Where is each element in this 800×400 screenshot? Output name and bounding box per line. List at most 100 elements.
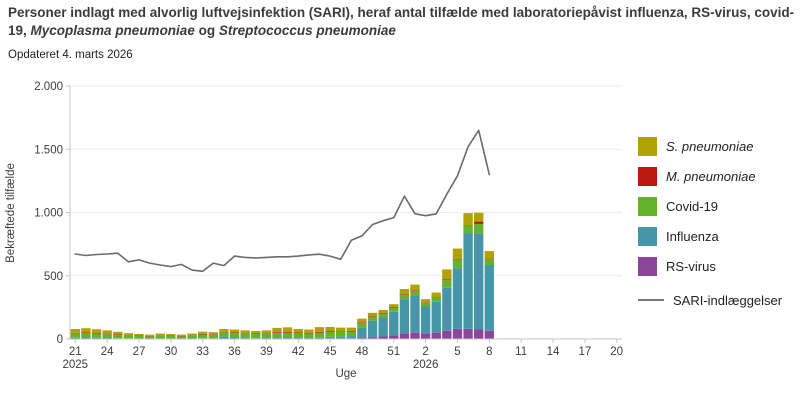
bar-segment	[399, 333, 410, 339]
y-tick-label: 2.000	[34, 81, 63, 93]
x-axis-title: Uge	[335, 368, 356, 380]
title-species-mycoplasma: Mycoplasma pneumoniae	[30, 23, 195, 39]
bar-segment	[420, 299, 431, 303]
bar-segment	[304, 329, 314, 333]
bar-segment	[399, 299, 410, 334]
bar-segment	[219, 336, 229, 339]
bar-segment	[389, 335, 399, 339]
sari-line	[74, 129, 491, 273]
bar-segment	[399, 294, 410, 295]
bar-segment	[304, 333, 314, 338]
bar-segment	[463, 234, 473, 329]
bar-segment	[198, 334, 208, 339]
bar-segment	[219, 332, 229, 337]
x-tick-label: 2	[422, 346, 428, 358]
x-tick-label: 20	[610, 346, 623, 358]
bar-segment	[420, 306, 431, 334]
bar-segment	[240, 337, 250, 339]
x-tick-label: 8	[486, 346, 492, 358]
bar-segment	[251, 333, 261, 335]
bar-segment	[102, 334, 112, 338]
bar-segment	[187, 335, 197, 339]
bar-segment	[346, 327, 356, 331]
bar-segment	[463, 225, 473, 226]
bar-segment	[378, 317, 388, 337]
bar-segment	[229, 329, 240, 333]
bar-segment	[282, 337, 293, 339]
bar-segment	[452, 259, 463, 269]
bar-segment	[452, 248, 463, 260]
bar-segment	[452, 328, 463, 339]
bar-segment	[325, 331, 335, 337]
bar-segment	[251, 331, 261, 334]
title-species-streptococcus: Streptococcus pneumoniae	[218, 23, 396, 39]
bar-segment	[325, 336, 335, 339]
bar-segment	[367, 312, 378, 317]
bar-segment	[91, 333, 102, 338]
bar-segment	[484, 265, 494, 331]
bar-segment	[336, 327, 346, 332]
legend-label: Covid-19	[666, 198, 719, 214]
bar-segment	[474, 223, 484, 234]
bar-segment	[484, 259, 494, 265]
bar-segment	[474, 212, 484, 222]
bar-segment	[81, 337, 91, 339]
bar-segment	[176, 336, 187, 339]
legend-item-rs-virus: RS-virus	[638, 256, 798, 276]
bar-segment	[399, 294, 410, 300]
legend-label: M. pneumoniae	[666, 168, 756, 184]
legend-label: S. pneumoniae	[666, 138, 754, 154]
bar-segment	[367, 316, 378, 317]
bar-segment	[91, 337, 102, 339]
bar-segment	[389, 308, 399, 312]
bar-segment	[208, 334, 218, 339]
series-covid-19	[70, 223, 494, 339]
bar-segment	[442, 280, 452, 288]
bar-segment	[474, 329, 484, 339]
bar-segment	[463, 328, 473, 339]
bar-segment	[229, 333, 240, 338]
bar-segment	[166, 335, 176, 339]
bar-segment	[357, 337, 367, 339]
series-m-pneumoniae	[70, 221, 494, 337]
bar-segment	[70, 337, 80, 339]
y-tick-label: 0	[57, 334, 63, 346]
bar-segment	[314, 332, 325, 338]
bar-segment	[155, 333, 165, 336]
x-tick-label: 33	[196, 346, 209, 358]
bar-segment	[134, 333, 144, 336]
x-tick-label: 48	[356, 346, 369, 358]
bar-segment	[272, 327, 282, 333]
x-tick-label: 24	[101, 346, 114, 358]
updated-date: Opdateret 4. marts 2026	[8, 49, 133, 61]
bar-segment	[70, 333, 80, 338]
bar-segment	[81, 328, 91, 333]
x-tick-label: 21	[69, 346, 82, 358]
bar-segment	[229, 337, 240, 339]
bar-segment	[474, 233, 484, 330]
bar-segment	[134, 335, 144, 339]
x-tick-label: 42	[292, 346, 305, 358]
year-label: 2026	[413, 359, 439, 371]
bar-segment	[442, 269, 452, 280]
bar-segment	[155, 335, 165, 339]
bar-segment	[431, 292, 441, 298]
legend: S. pneumoniae M. pneumoniae Covid-19 Inf…	[638, 136, 798, 310]
bar-segment	[336, 331, 346, 337]
bar-segment	[378, 309, 388, 313]
bar-segment	[144, 336, 155, 339]
legend-item-influenza: Influenza	[638, 226, 798, 246]
bar-segment	[208, 334, 218, 335]
bar-segment	[367, 320, 378, 338]
bar-segment	[410, 290, 420, 296]
bar-segment	[187, 333, 197, 336]
bar-segment	[102, 333, 112, 335]
bar-segment	[198, 331, 208, 334]
bar-segment	[240, 333, 250, 338]
legend-label: RS-virus	[666, 258, 716, 274]
bar-segment	[389, 311, 399, 336]
bar-segment	[113, 335, 123, 339]
x-tick-label: 5	[454, 346, 460, 358]
bar-segment	[431, 297, 441, 298]
